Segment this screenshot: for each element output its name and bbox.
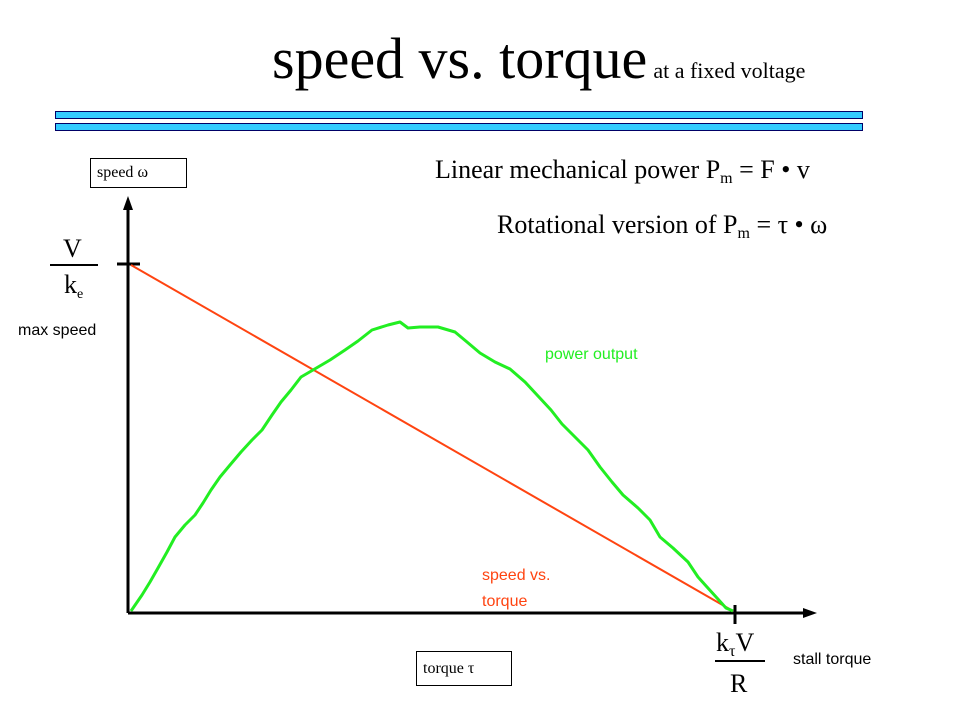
max-speed-denominator-sub: e [77, 287, 84, 302]
linear-power-formula: Linear mechanical power Pm = F • v [435, 155, 810, 188]
rotational-power-formula: Rotational version of Pm = τ • ω [497, 210, 827, 243]
y-axis-label-box: speed ω [90, 158, 187, 188]
x-axis-label-text: torque [423, 660, 464, 677]
linear-formula-prefix: Linear mechanical power P [435, 155, 721, 184]
title-rule-top [55, 111, 863, 119]
tau-symbol: τ [467, 660, 475, 677]
title-rule-bottom [55, 123, 863, 131]
linear-formula-suffix: = F • v [732, 155, 810, 184]
speed-torque-line [130, 264, 734, 612]
stall-torque-numerator-sub: τ [729, 643, 736, 660]
omega-symbol: ω [137, 164, 148, 181]
stall-torque-numerator-base: k [716, 628, 729, 657]
x-axis-label-box: torque τ [416, 651, 512, 686]
stall-torque-numerator-tail: V [735, 628, 755, 657]
linear-formula-sub: m [720, 170, 733, 187]
max-speed-numerator: V [63, 234, 82, 263]
max-speed-denominator: ke [64, 270, 83, 303]
power-output-label: power output [545, 346, 638, 363]
title-main: speed vs. torque [272, 26, 648, 91]
max-speed-label: max speed [18, 322, 97, 339]
max-speed-denominator-base: k [64, 270, 77, 299]
slide-title: speed vs. torque at a fixed voltage [272, 30, 805, 88]
rotational-formula-sub: m [737, 225, 750, 242]
stall-torque-denominator: R [730, 669, 748, 698]
x-axis-arrow [803, 608, 817, 618]
y-axis-label-text: speed [97, 164, 134, 181]
stall-torque-numerator: kτV [716, 628, 754, 661]
y-axis-arrow [123, 196, 133, 210]
rotational-formula-suffix: = τ • ω [749, 210, 828, 239]
rotational-formula-prefix: Rotational version of P [497, 210, 738, 239]
stall-torque-label: stall torque [793, 651, 872, 668]
speed-torque-label-line2: torque [482, 593, 528, 610]
speed-torque-label-line1: speed vs. [482, 567, 551, 584]
power-output-curve [129, 320, 734, 613]
title-sub: at a fixed voltage [653, 58, 806, 83]
